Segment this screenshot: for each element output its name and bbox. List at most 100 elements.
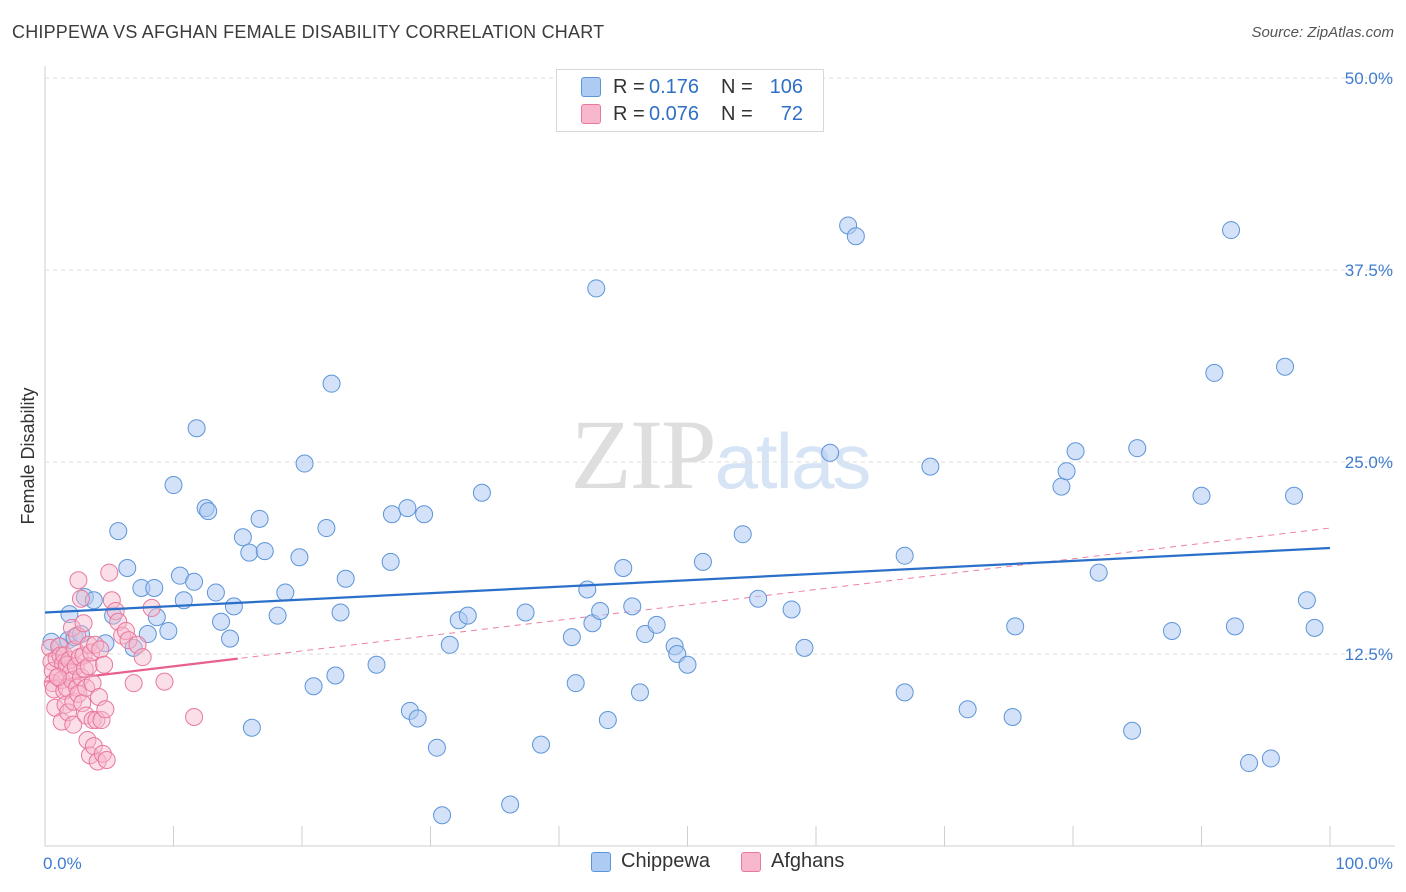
chippewa-point [440, 635, 459, 654]
chippewa-point [255, 542, 274, 561]
y-tick-label: 50.0% [1345, 69, 1393, 88]
chippewa-point [678, 655, 697, 674]
chippewa-point [598, 711, 617, 730]
chippewa-point [1066, 442, 1085, 461]
afghan-point [97, 750, 116, 769]
chippewa-point [240, 543, 259, 562]
chippewa-point [367, 655, 386, 674]
legend-item-chippewa[interactable]: Chippewa [591, 850, 710, 873]
chippewa-point [295, 454, 314, 473]
chippewa-point [647, 615, 666, 634]
y-axis-label: Female Disability [18, 387, 38, 524]
chippewa-point [322, 374, 341, 393]
chippewa-point [398, 499, 417, 518]
r-value: 0.076 [649, 102, 700, 125]
afghan-point [155, 672, 174, 691]
chippewa-point [1192, 486, 1211, 505]
chippewa-point [749, 589, 768, 608]
chippewa-point [382, 505, 401, 524]
chippewa-point [1276, 357, 1295, 376]
chippewa-point [623, 597, 642, 616]
afghan-point [119, 631, 138, 650]
afghan-point [64, 715, 83, 734]
afghan-swatch [741, 851, 761, 872]
chippewa-point [317, 519, 336, 538]
chippewa-point [895, 683, 914, 702]
chippewa-point [159, 621, 178, 640]
afghan-point [91, 640, 110, 659]
chippewa-point [118, 558, 137, 577]
legend-row-afghans: R = 0.076 N = 72 [581, 101, 803, 127]
chippewa-swatch [581, 77, 601, 97]
afghan-point [95, 655, 114, 674]
chippewa-point [199, 502, 218, 521]
chippewa-point [1222, 221, 1241, 240]
afghan-point [52, 712, 71, 731]
afghan-point [77, 678, 96, 697]
afghan-point [74, 614, 93, 633]
r-value: 0.176 [649, 75, 700, 98]
afghan-point [48, 668, 67, 687]
chippewa-point [212, 612, 231, 631]
chippewa-point [562, 628, 581, 647]
chippewa-point [224, 597, 243, 616]
chippewa-point [1057, 462, 1076, 481]
afghan-point [106, 601, 125, 620]
legend-label: Chippewa [621, 850, 710, 872]
afghan-point [41, 638, 60, 657]
chippewa-point [1052, 477, 1071, 496]
n-value: 72 [780, 102, 803, 125]
afghan-point [96, 700, 115, 719]
axes [44, 66, 1395, 847]
chippewa-point [1089, 563, 1108, 582]
afghan-point [50, 637, 69, 656]
chart-title: CHIPPEWA VS AFGHAN FEMALE DISABILITY COR… [12, 22, 605, 42]
chippewa-point [566, 674, 585, 693]
chippewa-point [630, 683, 649, 702]
chippewa-point [458, 606, 477, 625]
afghan-point [124, 674, 143, 693]
r-label: R = [613, 102, 645, 125]
n-label: N = [721, 75, 753, 98]
chippewa-point [591, 601, 610, 620]
afghan-points [41, 563, 204, 771]
chippewa-point [433, 806, 452, 825]
afghan-point [71, 589, 90, 608]
chippewa-point [1123, 721, 1142, 740]
chippewa-point [331, 603, 350, 622]
afghan-point [185, 707, 204, 726]
n-value: 106 [769, 75, 803, 98]
chippewa-point [1305, 618, 1324, 637]
afghan-trend-dashed [44, 527, 1331, 683]
chippewa-point [268, 606, 287, 625]
chippewa-point [326, 666, 345, 685]
afghan-point [84, 737, 103, 756]
chippewa-point [185, 572, 204, 591]
chippewa-point [408, 709, 427, 728]
chippewa-point [1225, 617, 1244, 636]
chippewa-point [1285, 486, 1304, 505]
afghan-point [79, 657, 98, 676]
source-label: Source: ZipAtlas.com [1251, 24, 1394, 41]
watermark-atlas: atlas [715, 417, 870, 505]
chippewa-point [290, 548, 309, 567]
chippewa-point [1297, 591, 1316, 610]
chippewa-point [516, 603, 535, 622]
chippewa-point [1162, 621, 1181, 640]
chippewa-point [795, 638, 814, 657]
chippewa-point [958, 700, 977, 719]
chippewa-point [472, 483, 491, 502]
chippewa-point [821, 443, 840, 462]
afghan-point [69, 571, 88, 590]
chippewa-point [187, 419, 206, 438]
legend-item-afghans[interactable]: Afghans [741, 850, 844, 873]
chippewa-point [587, 279, 606, 298]
n-label: N = [721, 102, 753, 125]
chippewa-point [427, 738, 446, 757]
chippewa-point [782, 600, 801, 619]
afghan-swatch [581, 104, 601, 124]
chippewa-point [242, 718, 261, 737]
watermark: ZIPatlas [571, 399, 870, 510]
chippewa-points [42, 216, 1324, 825]
